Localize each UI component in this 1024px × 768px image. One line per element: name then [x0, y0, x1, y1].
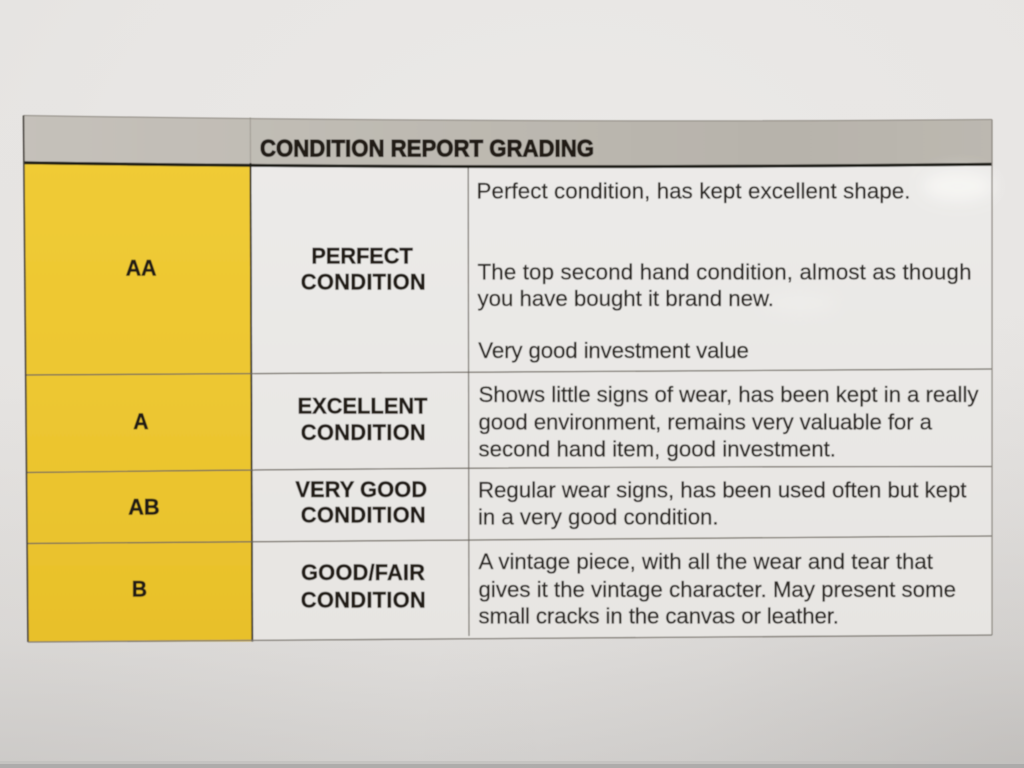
svg-text:in a very good condition.: in a very good condition.	[478, 504, 719, 529]
svg-text:The top second hand condition,: The top second hand condition, almost as…	[478, 259, 972, 284]
svg-text:CONDITION: CONDITION	[301, 270, 426, 295]
svg-text:A: A	[133, 409, 148, 434]
svg-text:small cracks in the canvas or: small cracks in the canvas or leather.	[479, 604, 840, 629]
svg-text:Shows little signs of wear, ha: Shows little signs of wear, has been kep…	[479, 382, 980, 407]
svg-text:gives it the vintage character: gives it the vintage character. May pres…	[479, 577, 957, 602]
svg-text:B: B	[132, 576, 147, 601]
svg-text:CONDITION: CONDITION	[301, 503, 426, 528]
svg-text:you have bought it brand new.: you have bought it brand new.	[478, 286, 775, 311]
svg-text:CONDITION REPORT GRADING: CONDITION REPORT GRADING	[260, 136, 594, 163]
svg-text:CONDITION: CONDITION	[301, 420, 426, 445]
svg-text:AA: AA	[126, 256, 157, 281]
svg-text:good environment, remains very: good environment, remains very valuable …	[479, 409, 933, 434]
svg-text:AB: AB	[128, 494, 160, 519]
svg-text:EXCELLENT: EXCELLENT	[298, 394, 429, 419]
svg-text:GOOD/FAIR: GOOD/FAIR	[301, 560, 425, 585]
svg-text:CONDITION: CONDITION	[301, 587, 426, 612]
svg-text:PERFECT: PERFECT	[311, 243, 413, 268]
svg-text:A vintage piece, with all the: A vintage piece, with all the wear and t…	[479, 549, 934, 574]
svg-text:Very good investment value: Very good investment value	[478, 338, 749, 363]
svg-text:Perfect condition, has kept ex: Perfect condition, has kept excellent sh…	[477, 179, 911, 204]
svg-text:second hand item, good investm: second hand item, good investment.	[479, 436, 837, 461]
svg-text:Regular wear signs, has been u: Regular wear signs, has been used often …	[478, 478, 967, 503]
svg-text:VERY GOOD: VERY GOOD	[295, 477, 427, 502]
